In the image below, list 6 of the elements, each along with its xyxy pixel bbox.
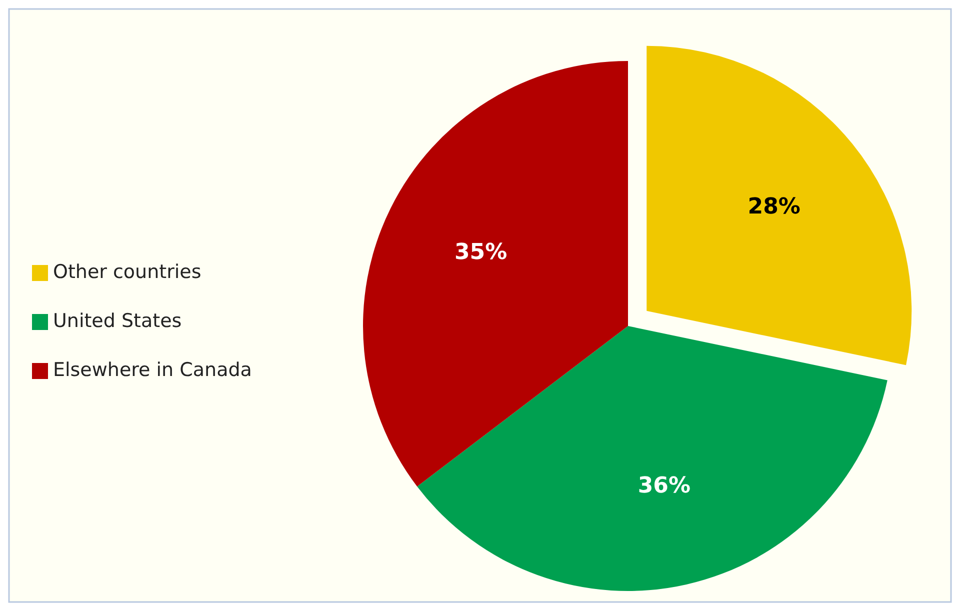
legend-label: Elsewhere in Canada: [53, 359, 252, 382]
data-label: 35%: [454, 240, 508, 266]
data-label: 36%: [638, 473, 691, 498]
legend-label: Other countries: [53, 261, 202, 284]
legend-label: United States: [53, 310, 182, 332]
data-label: 28%: [748, 194, 800, 220]
